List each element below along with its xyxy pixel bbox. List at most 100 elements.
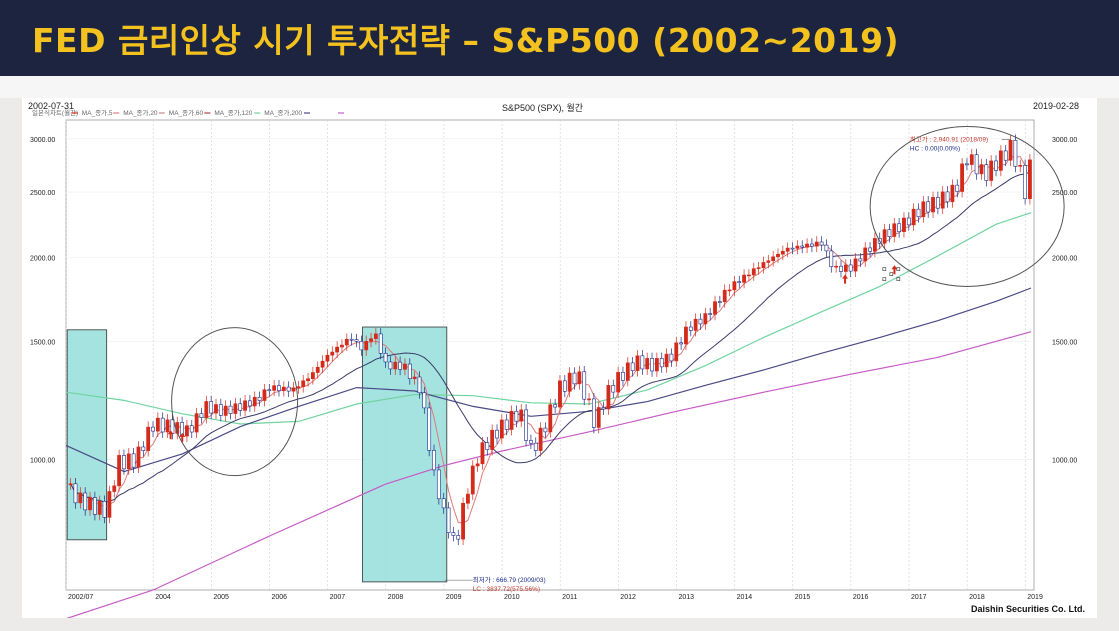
candle-body <box>742 274 746 283</box>
candle-body <box>591 398 596 428</box>
x-tick-label: 2010 <box>504 594 520 601</box>
candle-body <box>189 425 194 433</box>
candle-body <box>601 407 606 410</box>
moving-average-line-2 <box>66 331 1032 618</box>
candle-body <box>882 229 887 244</box>
legend-label-5: MA_종가,200 <box>264 108 302 117</box>
candle-body <box>281 386 286 391</box>
up-arrow-icon <box>167 430 174 440</box>
chart-end-date: 2019-02-28 <box>1032 101 1079 111</box>
candle-body <box>921 201 926 218</box>
candle-body <box>88 497 92 511</box>
candle-body <box>291 387 296 392</box>
candle-body <box>611 385 616 393</box>
candle-body <box>490 429 495 450</box>
annotation-circle <box>869 125 1065 287</box>
selection-handle <box>889 272 894 276</box>
candle-body <box>572 372 577 385</box>
candle-body <box>824 244 829 252</box>
candle-body <box>1023 165 1027 199</box>
selection-handle <box>882 277 887 281</box>
candle-body <box>233 403 238 414</box>
y-tick-label-left: 2500.00 <box>30 190 55 197</box>
candle-body <box>955 184 960 192</box>
x-tick-label: 2008 <box>388 594 404 601</box>
chart-panel: 2002-07-31 S&P500 (SPX), 월간 2019-02-28 일… <box>22 98 1097 618</box>
candle-body <box>78 492 83 504</box>
candle-body <box>587 398 591 401</box>
candle-body <box>514 410 519 422</box>
moving-average-line-1 <box>65 287 1032 473</box>
x-tick-label: 2015 <box>795 594 811 601</box>
candle-body <box>897 223 902 232</box>
candle-body <box>819 241 824 246</box>
candle-body <box>630 362 635 371</box>
up-arrow-icon <box>179 432 186 442</box>
plot-frame <box>65 119 1035 591</box>
legend-label-0: 일본식차트(월간) <box>32 108 78 117</box>
candle-body <box>1018 165 1023 167</box>
candle-body <box>543 427 548 433</box>
candle-body <box>558 380 562 408</box>
up-arrow-icon <box>891 265 898 275</box>
candle-body <box>369 338 373 342</box>
candle-body <box>209 401 214 414</box>
candle-body <box>407 363 412 380</box>
candle-body <box>693 318 698 331</box>
candle-body <box>141 446 146 451</box>
candle-body <box>940 191 945 209</box>
x-tick-label: 2017 <box>911 594 927 601</box>
candle-body <box>117 455 121 487</box>
header-spacer <box>0 76 1119 98</box>
legend-label-2: MA_종가,20 <box>123 108 158 117</box>
candle-body <box>199 413 204 418</box>
annotation-circle <box>171 327 299 477</box>
candle-body <box>325 354 330 362</box>
candle-body <box>393 361 398 370</box>
candle-body <box>911 208 916 226</box>
x-tick-label: 2019 <box>1027 594 1043 601</box>
candle-body <box>717 301 722 303</box>
candle-body <box>107 491 112 518</box>
slide-title: FED 금리인상 시기 투자전략 – S&P500 (2002~2019) <box>32 21 900 60</box>
x-tick-label: 2002/07 <box>68 594 93 601</box>
candle-body <box>102 501 107 518</box>
candle-body <box>349 338 354 341</box>
x-tick-label: 2009 <box>446 594 462 601</box>
candle-body <box>902 217 906 232</box>
chart-title: S&P500 (SPX), 월간 <box>502 103 584 113</box>
candle-body <box>533 442 538 451</box>
candle-body <box>969 154 974 165</box>
candle-body <box>1008 140 1013 161</box>
candle-body <box>470 465 475 495</box>
candle-body <box>664 353 669 368</box>
x-tick-label: 2016 <box>853 594 869 601</box>
candle-body <box>916 208 921 218</box>
candle-body <box>960 163 965 192</box>
candle-body <box>713 301 717 315</box>
candle-body <box>645 358 650 370</box>
candle-body <box>97 501 102 515</box>
y-tick-label-right: 2000.00 <box>1052 255 1077 262</box>
candle-body <box>286 386 291 392</box>
candle-body <box>272 385 277 391</box>
candle-body <box>994 160 998 171</box>
candle-body <box>887 229 892 237</box>
candle-body <box>839 265 843 272</box>
low-lc-annotation: LC : 3837.72(575.56%) <box>473 586 540 593</box>
candle-body <box>703 313 708 325</box>
candle-body <box>480 442 485 465</box>
candle-body <box>698 318 703 325</box>
candle-body <box>412 376 417 380</box>
candle-body <box>335 346 340 353</box>
candle-body <box>722 289 727 303</box>
candle-body <box>616 372 621 393</box>
candle-body <box>340 344 344 348</box>
candle-body <box>383 352 388 363</box>
selection-handle <box>882 267 887 271</box>
candle-body <box>194 413 199 433</box>
candle-body <box>495 429 499 439</box>
candle-body <box>577 371 582 385</box>
moving-average-20-line <box>70 171 1031 503</box>
candle-body <box>863 247 868 262</box>
